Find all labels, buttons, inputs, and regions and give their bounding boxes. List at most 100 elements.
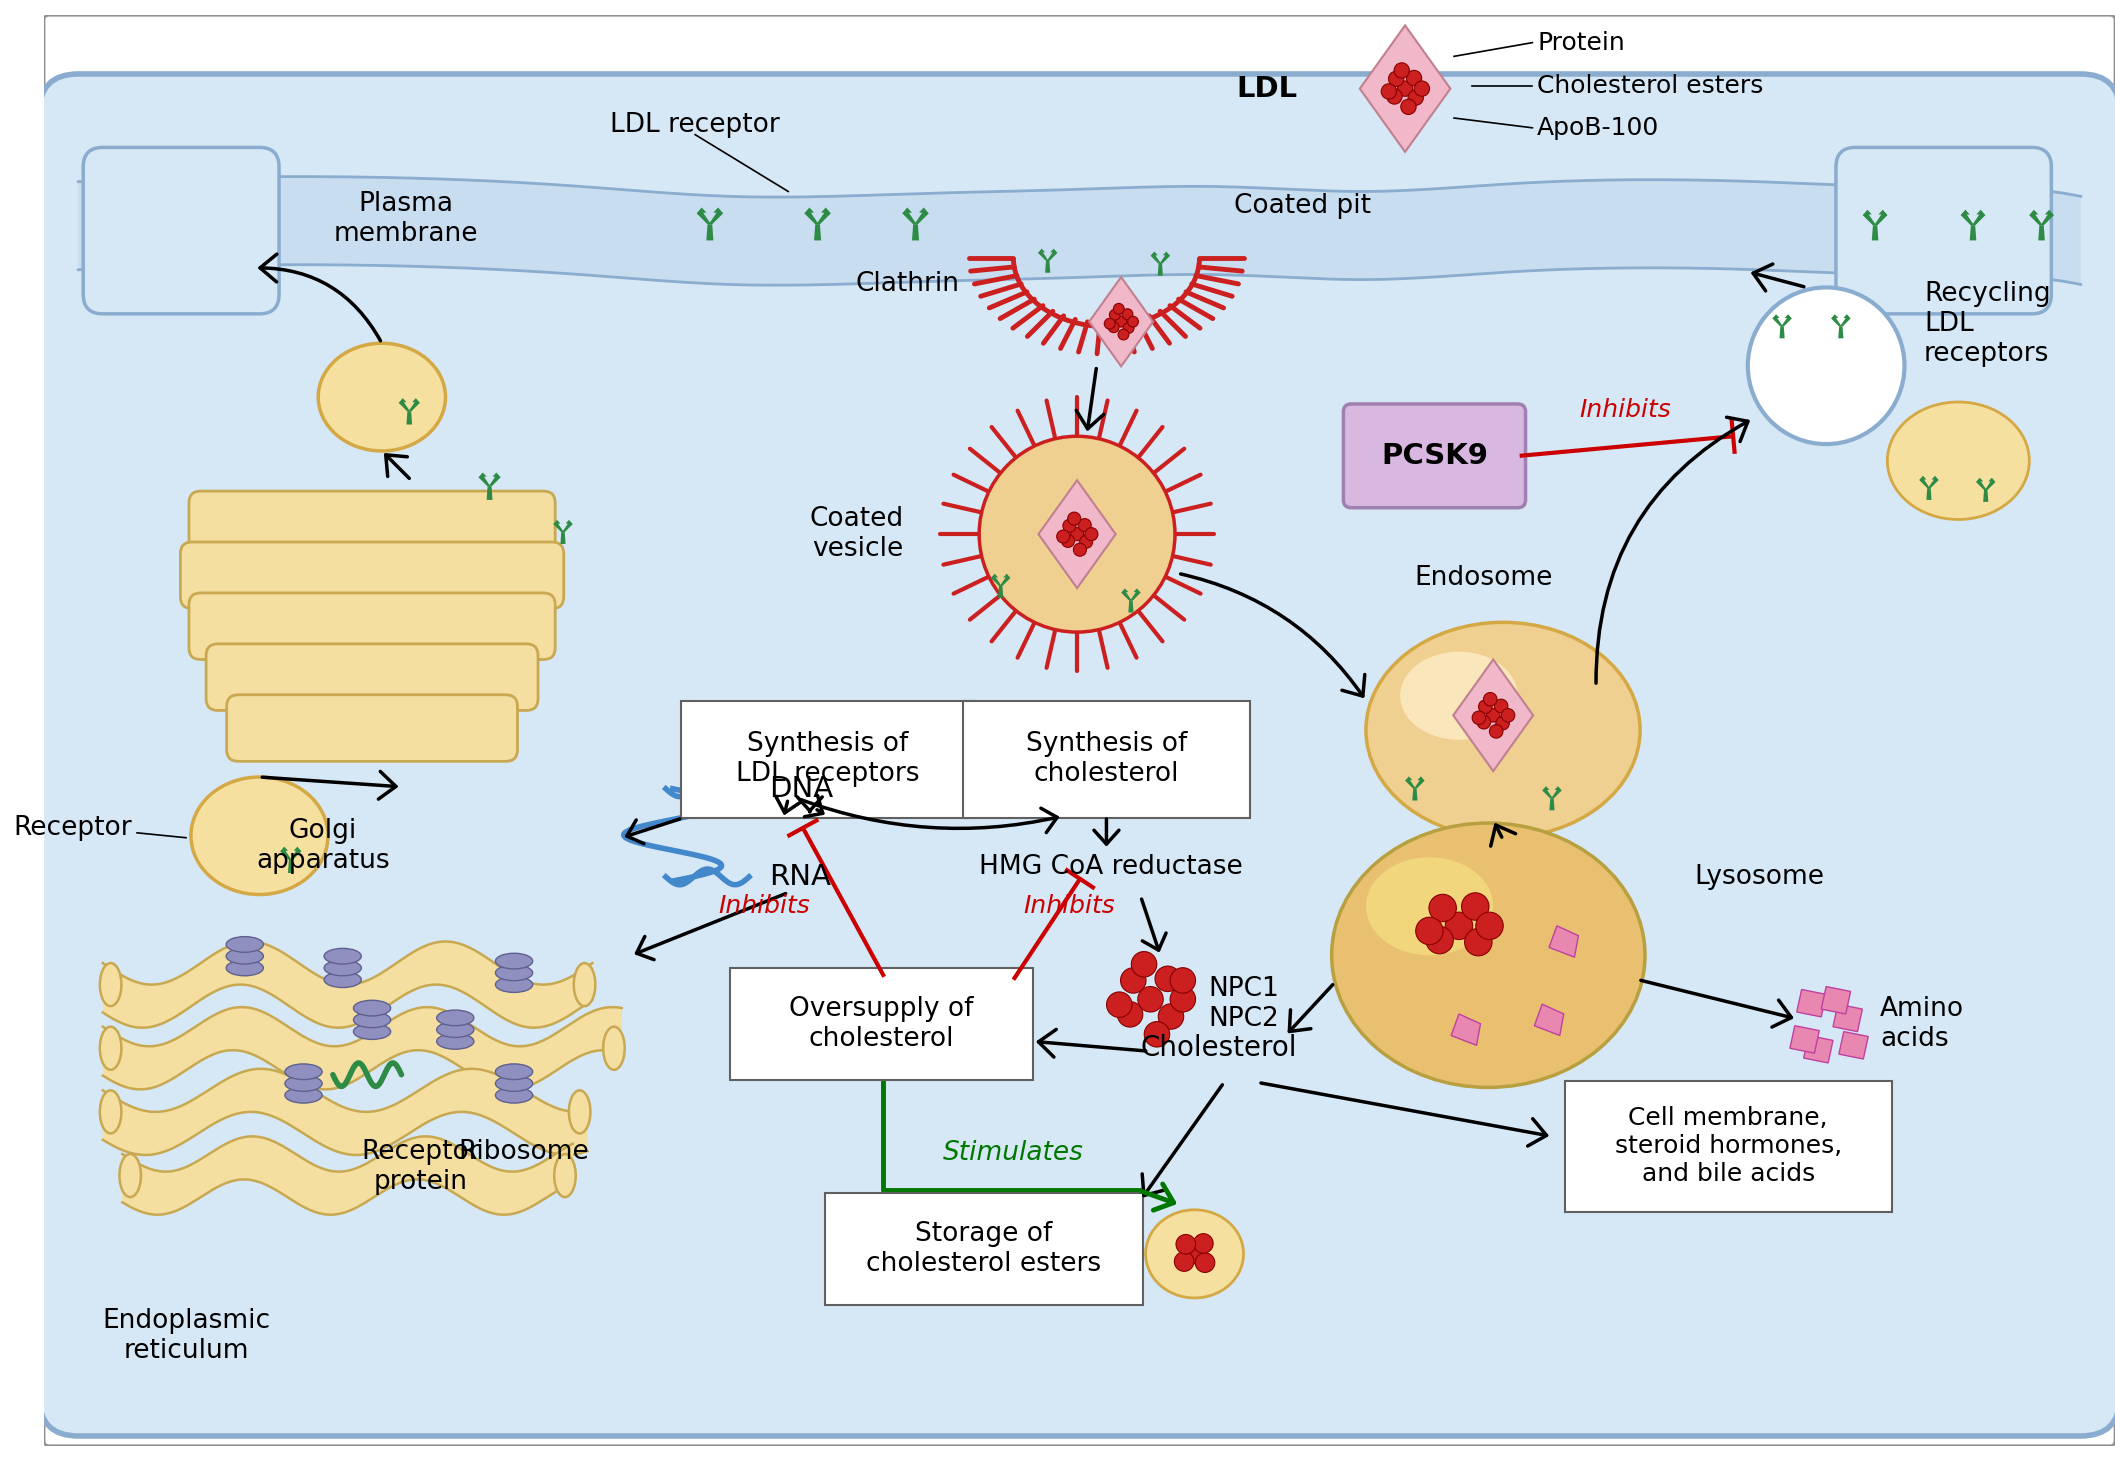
Circle shape	[1184, 1245, 1203, 1264]
Polygon shape	[1533, 1004, 1563, 1036]
Text: Inhibits: Inhibits	[1024, 894, 1115, 919]
Polygon shape	[1975, 479, 1986, 489]
Polygon shape	[920, 207, 928, 213]
Circle shape	[1430, 894, 1457, 922]
Polygon shape	[1878, 210, 1887, 215]
Circle shape	[1487, 709, 1500, 722]
Circle shape	[1058, 530, 1070, 543]
Ellipse shape	[226, 948, 264, 964]
Polygon shape	[1929, 478, 1939, 488]
Polygon shape	[1555, 786, 1561, 790]
Polygon shape	[814, 225, 821, 241]
Ellipse shape	[495, 1064, 533, 1080]
Polygon shape	[1129, 590, 1140, 600]
Polygon shape	[1045, 262, 1051, 273]
Circle shape	[1476, 912, 1504, 939]
Text: Coated pit: Coated pit	[1233, 193, 1371, 219]
Text: NPC1
NPC2: NPC1 NPC2	[1208, 976, 1280, 1031]
Circle shape	[1426, 926, 1453, 954]
Polygon shape	[2039, 225, 2045, 241]
Circle shape	[1112, 304, 1125, 314]
Circle shape	[1387, 72, 1404, 86]
FancyBboxPatch shape	[1343, 403, 1525, 508]
Ellipse shape	[226, 960, 264, 976]
Ellipse shape	[495, 977, 533, 992]
Circle shape	[1117, 316, 1127, 327]
Polygon shape	[1000, 576, 1011, 586]
Ellipse shape	[603, 1027, 624, 1069]
Polygon shape	[1863, 212, 1876, 225]
Ellipse shape	[99, 1027, 121, 1069]
FancyBboxPatch shape	[188, 593, 554, 659]
Circle shape	[1394, 63, 1409, 77]
Ellipse shape	[1887, 402, 2028, 520]
FancyBboxPatch shape	[44, 15, 2115, 1446]
Ellipse shape	[495, 953, 533, 969]
Polygon shape	[1781, 316, 1791, 326]
Circle shape	[1132, 951, 1157, 977]
Polygon shape	[1988, 478, 1994, 482]
Ellipse shape	[1146, 1210, 1244, 1297]
FancyBboxPatch shape	[205, 644, 537, 710]
Ellipse shape	[436, 1033, 474, 1049]
Text: Storage of
cholesterol esters: Storage of cholesterol esters	[867, 1221, 1102, 1277]
Polygon shape	[709, 209, 723, 225]
Polygon shape	[478, 472, 486, 478]
Polygon shape	[1542, 787, 1552, 799]
Polygon shape	[493, 472, 501, 478]
Ellipse shape	[99, 1090, 121, 1134]
Circle shape	[1464, 928, 1491, 955]
Circle shape	[1502, 709, 1514, 722]
Polygon shape	[706, 225, 713, 241]
Text: Inhibits: Inhibits	[1580, 397, 1671, 422]
Ellipse shape	[99, 963, 121, 1007]
Polygon shape	[1038, 481, 1117, 589]
Circle shape	[1108, 321, 1119, 333]
Polygon shape	[1969, 225, 1975, 241]
Polygon shape	[903, 207, 912, 213]
Circle shape	[1085, 527, 1098, 541]
Polygon shape	[816, 209, 831, 225]
Circle shape	[1406, 70, 1421, 86]
Polygon shape	[821, 207, 831, 213]
Polygon shape	[1404, 777, 1415, 789]
FancyBboxPatch shape	[188, 491, 554, 558]
Polygon shape	[1550, 787, 1561, 799]
Text: ApoB-100: ApoB-100	[1538, 115, 1660, 140]
Polygon shape	[1832, 314, 1838, 318]
Polygon shape	[1821, 986, 1851, 1014]
Polygon shape	[412, 399, 421, 403]
FancyBboxPatch shape	[226, 695, 518, 761]
Circle shape	[1079, 519, 1091, 532]
FancyBboxPatch shape	[825, 1194, 1142, 1305]
Circle shape	[1489, 725, 1504, 738]
Text: Synthesis of
cholesterol: Synthesis of cholesterol	[1026, 732, 1187, 787]
Text: HMG CoA reductase: HMG CoA reductase	[979, 855, 1244, 880]
Ellipse shape	[353, 1012, 391, 1027]
Circle shape	[1472, 712, 1485, 725]
Polygon shape	[1003, 574, 1011, 579]
Polygon shape	[279, 849, 292, 861]
Circle shape	[1478, 700, 1491, 713]
Polygon shape	[1550, 799, 1555, 811]
Circle shape	[1064, 519, 1077, 532]
Polygon shape	[1163, 251, 1170, 256]
Circle shape	[1476, 716, 1491, 729]
Polygon shape	[554, 522, 565, 532]
Polygon shape	[1961, 210, 1969, 215]
FancyBboxPatch shape	[40, 75, 2115, 1436]
Polygon shape	[104, 1069, 588, 1156]
Polygon shape	[1931, 476, 1939, 481]
Circle shape	[1495, 716, 1510, 730]
Polygon shape	[1863, 210, 1872, 215]
FancyBboxPatch shape	[180, 542, 565, 609]
Polygon shape	[1838, 1031, 1868, 1059]
Polygon shape	[713, 207, 723, 213]
Circle shape	[1461, 893, 1489, 920]
Ellipse shape	[495, 966, 533, 980]
Text: Golgi
apparatus: Golgi apparatus	[256, 818, 389, 874]
Circle shape	[1176, 1235, 1195, 1254]
Polygon shape	[1971, 212, 1986, 225]
Ellipse shape	[569, 1090, 590, 1134]
Text: Cholesterol: Cholesterol	[1140, 1034, 1296, 1062]
